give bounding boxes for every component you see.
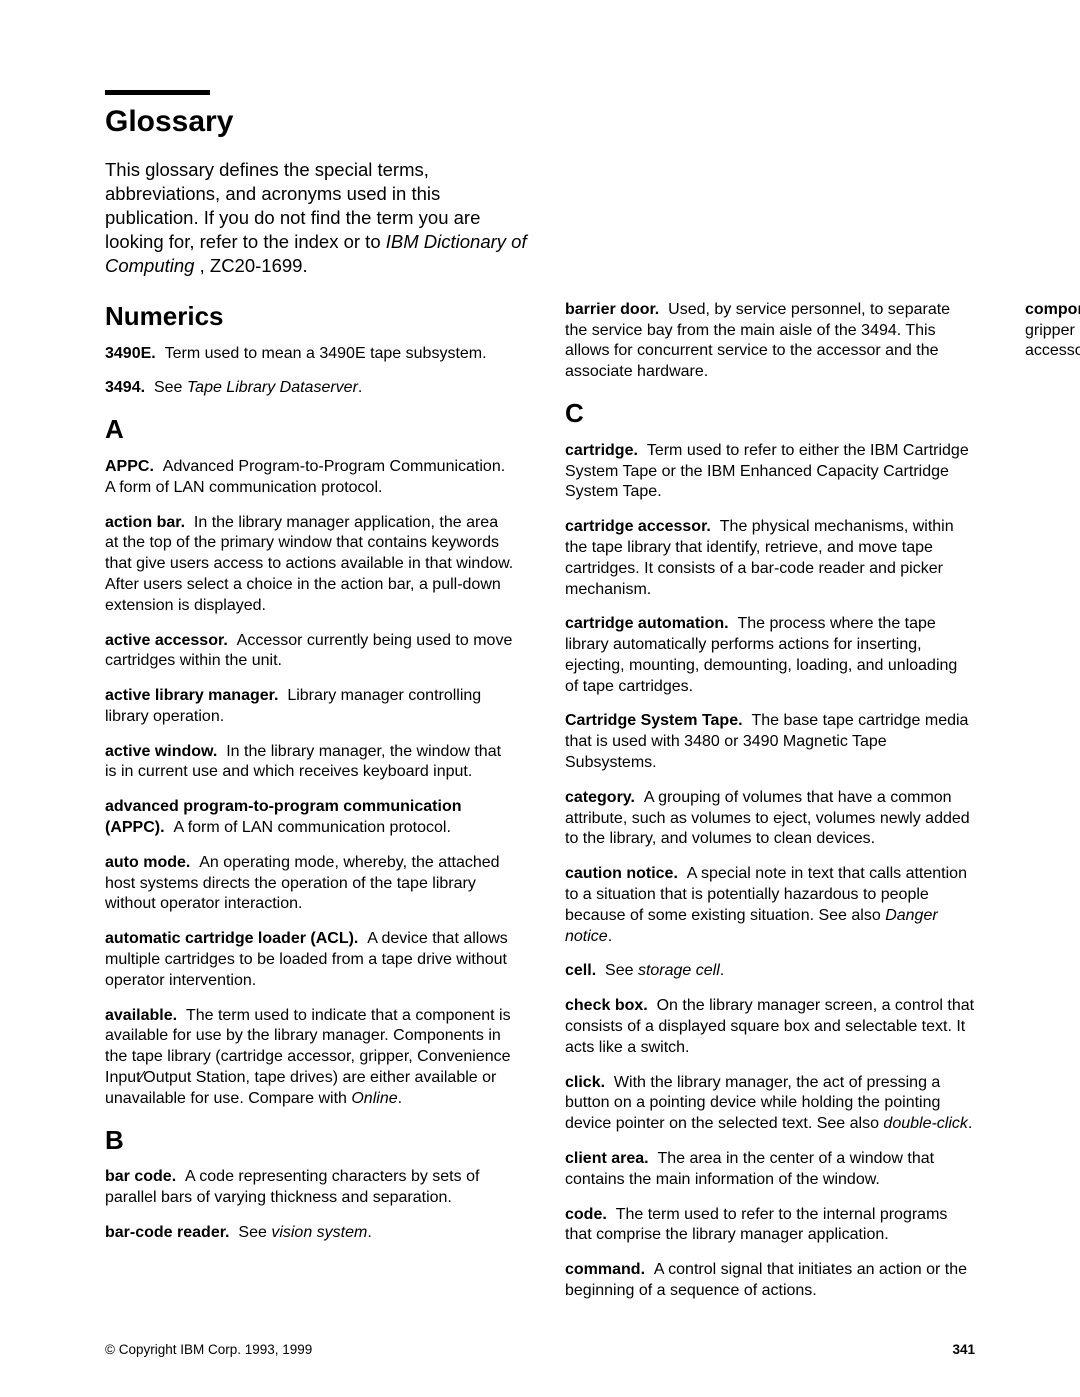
term: Cartridge System Tape.	[565, 712, 743, 729]
section-a: A	[105, 413, 515, 447]
entry-acl: automatic cartridge loader (ACL). A devi…	[105, 929, 515, 991]
entry-advanced-ppc: advanced program-to-program communicatio…	[105, 797, 515, 839]
section-b: B	[105, 1124, 515, 1158]
term: auto mode.	[105, 854, 190, 871]
glossary-columns: Numerics 3490E. Term used to mean a 3490…	[105, 300, 975, 1340]
entry-command: command. A control signal that initiates…	[565, 1260, 975, 1302]
page-footer: © Copyright IBM Corp. 1993, 1999 341	[105, 1342, 975, 1357]
entry-click: click. With the library manager, the act…	[565, 1073, 975, 1135]
term: APPC.	[105, 458, 154, 475]
term: cell.	[565, 962, 596, 979]
definition-tail: .	[358, 379, 362, 396]
section-numerics: Numerics	[105, 300, 515, 334]
entry-active-window: active window. In the library manager, t…	[105, 742, 515, 784]
term: 3494.	[105, 379, 145, 396]
entry-client-area: client area. The area in the center of a…	[565, 1149, 975, 1191]
intro-text-2: , ZC20-1699.	[194, 255, 307, 276]
entry-auto-mode: auto mode. An operating mode, whereby, t…	[105, 853, 515, 915]
entry-cell: cell. See storage cell.	[565, 961, 975, 982]
term: automatic cartridge loader (ACL).	[105, 930, 358, 947]
term: 3490E.	[105, 345, 156, 362]
copyright-text: © Copyright IBM Corp. 1993, 1999	[105, 1342, 312, 1357]
term: category.	[565, 789, 635, 806]
term: caution notice.	[565, 865, 678, 882]
term: check box.	[565, 997, 648, 1014]
definition-italic: vision system	[271, 1224, 367, 1241]
term: cartridge.	[565, 442, 638, 459]
definition-tail: .	[720, 962, 724, 979]
term: code.	[565, 1206, 607, 1223]
definition-tail: .	[398, 1090, 402, 1107]
definition: See	[605, 962, 638, 979]
definition-italic: Online	[351, 1090, 397, 1107]
term: command.	[565, 1261, 645, 1278]
entry-available: available. The term used to indicate tha…	[105, 1006, 515, 1110]
definition-tail: .	[608, 928, 612, 945]
definition: See	[154, 379, 187, 396]
definition-italic: double-click	[883, 1115, 967, 1132]
entry-barrier-door: barrier door. Used, by service personnel…	[565, 300, 975, 383]
definition: Advanced Program-to-Program Communicatio…	[105, 458, 505, 496]
entry-3494: 3494. See Tape Library Dataserver.	[105, 378, 515, 399]
page: Glossary This glossary defines the speci…	[0, 0, 1080, 1397]
term: active accessor.	[105, 632, 228, 649]
term: action bar.	[105, 514, 185, 531]
glossary-title: Glossary	[105, 105, 975, 139]
entry-active-accessor: active accessor. Accessor currently bein…	[105, 631, 515, 673]
term: cartridge accessor.	[565, 518, 711, 535]
section-c: C	[565, 397, 975, 431]
definition-tail: .	[367, 1224, 371, 1241]
entry-action-bar: action bar. In the library manager appli…	[105, 513, 515, 617]
definition-tail: .	[968, 1115, 972, 1132]
term: client area.	[565, 1150, 649, 1167]
term: cartridge automation.	[565, 615, 729, 632]
entry-cartridge: cartridge. Term used to refer to either …	[565, 441, 975, 503]
definition-italic: storage cell	[638, 962, 720, 979]
entry-bar-code-reader: bar-code reader. See vision system.	[105, 1223, 515, 1244]
term: click.	[565, 1074, 605, 1091]
entry-cartridge-accessor: cartridge accessor. The physical mechani…	[565, 517, 975, 600]
entry-check-box: check box. On the library manager screen…	[565, 996, 975, 1058]
definition-italic: Tape Library Dataserver	[187, 379, 358, 396]
entry-bar-code: bar code. A code representing characters…	[105, 1167, 515, 1209]
entry-code: code. The term used to refer to the inte…	[565, 1205, 975, 1247]
intro-paragraph: This glossary defines the special terms,…	[105, 158, 535, 278]
term: component.	[1025, 301, 1080, 318]
term: bar-code reader.	[105, 1224, 230, 1241]
entry-caution-notice: caution notice. A special note in text t…	[565, 864, 975, 947]
entry-3490e: 3490E. Term used to mean a 3490E tape su…	[105, 344, 515, 365]
title-rule	[105, 90, 210, 95]
entry-component: component. A part of a functional unit; …	[1025, 300, 1080, 362]
definition: The term used to refer to the internal p…	[565, 1206, 947, 1244]
definition: See	[238, 1224, 271, 1241]
entry-category: category. A grouping of volumes that hav…	[565, 788, 975, 850]
term: bar code.	[105, 1168, 176, 1185]
entry-active-library-manager: active library manager. Library manager …	[105, 686, 515, 728]
term: active window.	[105, 743, 217, 760]
term: available.	[105, 1007, 177, 1024]
entry-appc: APPC. Advanced Program-to-Program Commun…	[105, 457, 515, 499]
entry-cartridge-automation: cartridge automation. The process where …	[565, 614, 975, 697]
definition: Term used to mean a 3490E tape subsystem…	[165, 345, 487, 362]
definition: A form of LAN communication protocol.	[173, 819, 450, 836]
term: barrier door.	[565, 301, 659, 318]
page-number: 341	[952, 1342, 975, 1357]
entry-cartridge-system-tape: Cartridge System Tape. The base tape car…	[565, 711, 975, 773]
term: active library manager.	[105, 687, 278, 704]
